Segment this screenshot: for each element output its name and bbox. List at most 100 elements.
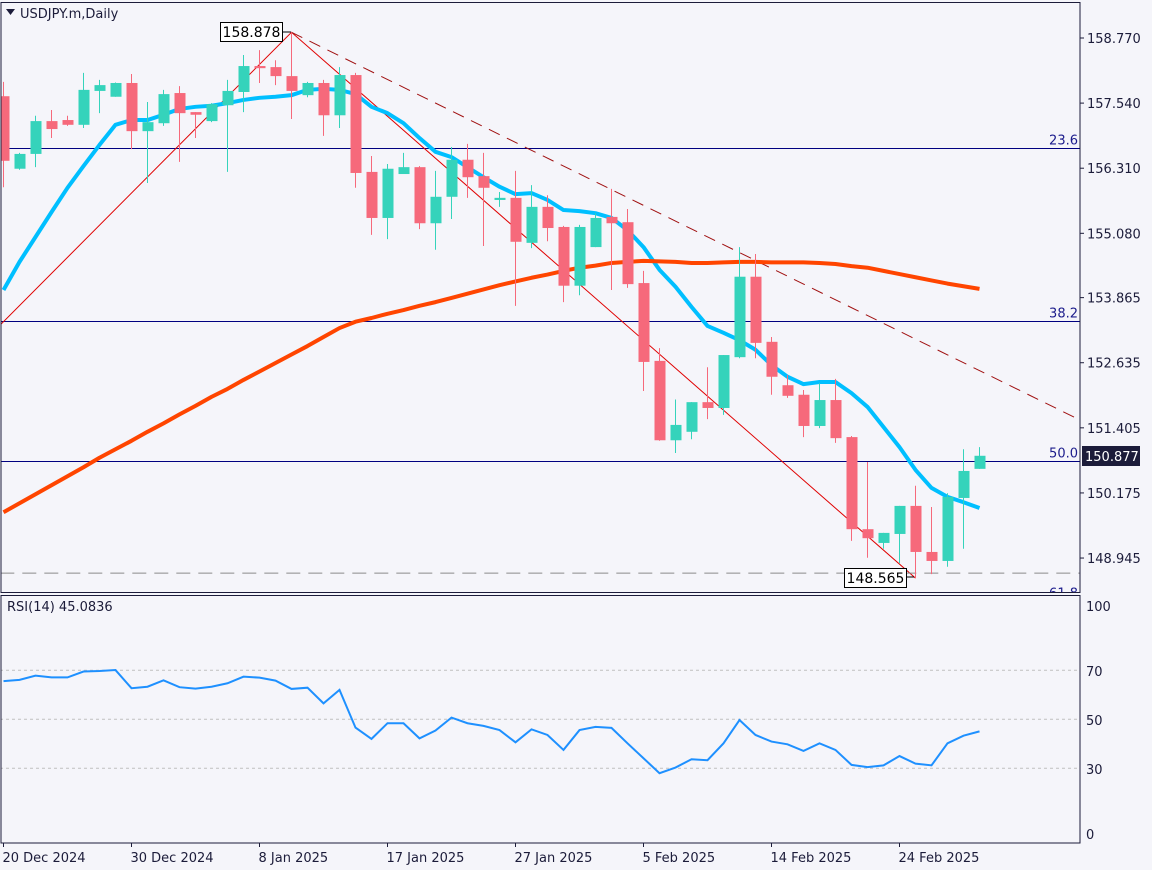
rsi-axis-label: 30 (1086, 763, 1103, 778)
candle-bullish (14, 152, 26, 170)
candle-bullish (334, 67, 346, 128)
candle-bearish (782, 375, 794, 398)
candle-bullish (142, 102, 154, 184)
candle-bullish (206, 103, 218, 123)
candle-body (638, 283, 650, 362)
trendline-resistance (291, 31, 1080, 421)
candle-body (62, 120, 74, 125)
price-axis-label: 150.175 (1087, 487, 1141, 502)
candle-bearish (174, 86, 186, 162)
rsi-axis-label: 70 (1086, 665, 1103, 680)
candle-body (894, 505, 906, 534)
price-axis-label: 155.080 (1087, 227, 1141, 242)
date-axis-label: 17 Jan 2025 (387, 851, 465, 866)
price-axis-label: 156.310 (1087, 162, 1141, 177)
candle-bearish (830, 378, 842, 443)
candle-body (670, 424, 682, 441)
candle-body (30, 121, 42, 154)
price-axis-label: 153.865 (1087, 292, 1141, 307)
candle-body (334, 75, 346, 116)
candle-body (814, 400, 826, 426)
candle-body (606, 216, 618, 224)
candle-body (958, 470, 970, 498)
price-axis-label: 158.770 (1087, 32, 1141, 47)
candle-body (78, 89, 90, 125)
candle-body (558, 226, 570, 286)
chart-title: USDJPY.m,Daily (20, 7, 119, 22)
candle-body (190, 112, 202, 115)
candle-body (766, 341, 778, 377)
candle-bullish (734, 247, 746, 359)
candle-bearish (62, 115, 74, 126)
candle-body (14, 153, 26, 169)
candle-bearish (622, 208, 634, 288)
price-panel[interactable]: 23.6 38.2 50.0 61.8 (0, 31, 1080, 601)
candle-body (110, 82, 122, 97)
candle-bearish (926, 506, 938, 575)
candle-bearish (270, 60, 282, 86)
candle-body (622, 222, 634, 285)
candle-bullish (158, 89, 170, 126)
candle-body (574, 226, 586, 286)
candle-bullish (94, 79, 106, 114)
candle-bearish (798, 389, 810, 438)
candle-body (142, 122, 154, 132)
candle-bearish (318, 79, 330, 136)
candle-bearish (846, 436, 858, 541)
high-price-label: 158.878 (223, 25, 281, 41)
price-axis-label: 151.405 (1087, 422, 1141, 437)
fib-level-label: 23.6 (1049, 134, 1078, 149)
candle-body (494, 197, 506, 200)
candle-body (1, 96, 10, 161)
candle-body (382, 168, 394, 218)
current-price-label: 150.877 (1085, 450, 1139, 465)
candle-body (926, 551, 938, 561)
candle-body (318, 82, 330, 116)
moving-average-slow (2, 258, 980, 514)
candle-body (846, 437, 858, 530)
date-axis-label: 20 Dec 2024 (3, 851, 86, 866)
price-axis-label: 157.540 (1087, 97, 1141, 112)
date-axis-label: 8 Jan 2025 (259, 851, 329, 866)
rsi-panel[interactable] (0, 669, 1080, 775)
candle-bullish (670, 399, 682, 453)
candle-body (734, 276, 746, 358)
candle-body (270, 67, 282, 77)
candle-bearish (766, 337, 778, 395)
candle-bullish (590, 213, 602, 248)
candle-body (158, 94, 170, 124)
candle-body (254, 66, 266, 69)
high-price-callout: 158.878 (220, 22, 291, 42)
candle-bearish (910, 485, 922, 579)
rsi-axis-label: 0 (1086, 828, 1094, 843)
low-price-label: 148.565 (847, 571, 905, 587)
candle-body (654, 360, 666, 441)
candle-bearish (654, 348, 666, 441)
candle-bearish (558, 225, 570, 303)
candle-body (542, 206, 554, 229)
candle-bullish (302, 81, 314, 98)
candle-bearish (510, 170, 522, 306)
candle-body (782, 385, 794, 396)
triangle-down-icon[interactable] (6, 9, 15, 15)
current-price-tag: 150.877 (1082, 446, 1140, 466)
candle-body (222, 90, 234, 106)
candle-bearish (606, 188, 618, 290)
candle-body (702, 402, 714, 408)
rsi-axis-label: 50 (1086, 714, 1103, 729)
candle-bearish (478, 152, 490, 247)
candle-bullish (958, 449, 970, 549)
candle-body (366, 171, 378, 218)
candle-body (94, 85, 106, 91)
candle-body (46, 121, 58, 130)
date-axis-label: 24 Feb 2025 (899, 851, 980, 866)
candle-body (526, 206, 538, 243)
candle-bearish (286, 32, 298, 119)
candle-body (750, 276, 762, 343)
candle-bullish (494, 192, 506, 207)
candle-bearish (862, 461, 874, 558)
candle-bullish (974, 447, 986, 469)
candle-bearish (126, 73, 138, 150)
candle-bullish (446, 147, 458, 220)
